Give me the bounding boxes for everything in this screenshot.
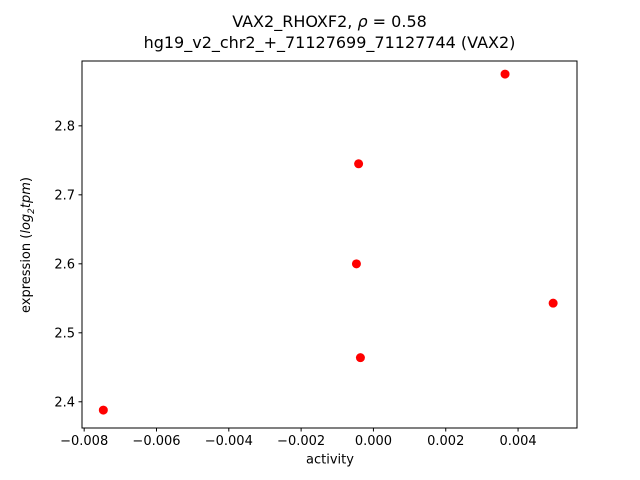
- data-point: [355, 353, 365, 363]
- y-tick-label: 2.6: [54, 257, 75, 272]
- chart-title-line2: hg19_v2_chr2_+_71127699_71127744 (VAX2): [143, 32, 516, 52]
- y-axis-label: expression (log2tpm): [19, 177, 37, 313]
- y-tick-label: 2.5: [54, 326, 75, 341]
- y-label-suffix: ): [19, 177, 35, 183]
- y-label-prefix: expression (: [19, 233, 35, 313]
- x-tick-label: 0.004: [499, 434, 536, 449]
- data-point: [500, 69, 510, 79]
- y-tick-label: 2.4: [54, 395, 75, 410]
- x-tick-label: 0.002: [427, 434, 464, 449]
- data-point: [98, 405, 108, 415]
- y-label-tpm: tpm: [19, 182, 35, 209]
- y-label-log-base: 2: [26, 208, 37, 214]
- title-gene-pair: VAX2_RHOXF2,: [232, 12, 358, 31]
- data-point: [351, 259, 361, 269]
- x-tick-label: −0.006: [132, 434, 180, 449]
- y-label-log: log: [19, 213, 35, 234]
- data-point: [548, 298, 558, 308]
- title-rho-value: = 0.58: [367, 12, 427, 31]
- x-tick-label: −0.008: [60, 434, 108, 449]
- plot-border: [81, 60, 578, 429]
- y-tick-label: 2.8: [54, 119, 75, 134]
- title-rho-symbol: ρ: [357, 12, 368, 31]
- y-tick-label: 2.7: [54, 188, 75, 203]
- x-axis-label: activity: [306, 452, 354, 468]
- x-tick-label: 0.000: [355, 434, 392, 449]
- x-tick-label: −0.004: [205, 434, 253, 449]
- x-tick-label: −0.002: [277, 434, 325, 449]
- data-point: [354, 159, 364, 169]
- chart-title-line1: VAX2_RHOXF2, ρ = 0.58: [82, 12, 577, 33]
- chart-title: VAX2_RHOXF2, ρ = 0.58 hg19_v2_chr2_+_711…: [82, 12, 577, 53]
